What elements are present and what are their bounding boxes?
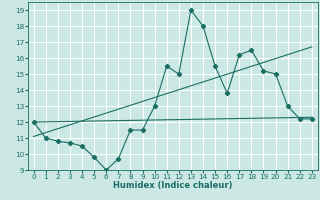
X-axis label: Humidex (Indice chaleur): Humidex (Indice chaleur) (113, 181, 233, 190)
